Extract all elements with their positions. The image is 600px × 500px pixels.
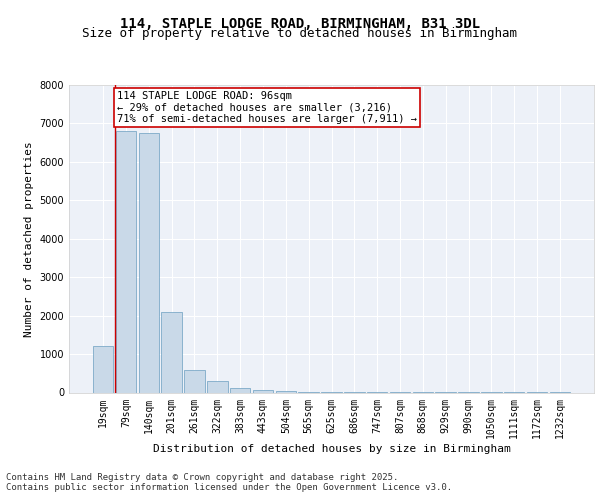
Y-axis label: Number of detached properties: Number of detached properties xyxy=(24,141,34,336)
Bar xyxy=(253,390,273,392)
Text: 114, STAPLE LODGE ROAD, BIRMINGHAM, B31 3DL: 114, STAPLE LODGE ROAD, BIRMINGHAM, B31 … xyxy=(120,18,480,32)
X-axis label: Distribution of detached houses by size in Birmingham: Distribution of detached houses by size … xyxy=(152,444,511,454)
Bar xyxy=(139,133,159,392)
Bar xyxy=(230,388,250,392)
Text: 114 STAPLE LODGE ROAD: 96sqm
← 29% of detached houses are smaller (3,216)
71% of: 114 STAPLE LODGE ROAD: 96sqm ← 29% of de… xyxy=(117,91,417,124)
Text: Size of property relative to detached houses in Birmingham: Size of property relative to detached ho… xyxy=(83,28,517,40)
Bar xyxy=(93,346,113,393)
Text: Contains public sector information licensed under the Open Government Licence v3: Contains public sector information licen… xyxy=(6,483,452,492)
Bar xyxy=(184,370,205,392)
Bar xyxy=(207,380,227,392)
Text: Contains HM Land Registry data © Crown copyright and database right 2025.: Contains HM Land Registry data © Crown c… xyxy=(6,473,398,482)
Bar xyxy=(161,312,182,392)
Bar xyxy=(116,131,136,392)
